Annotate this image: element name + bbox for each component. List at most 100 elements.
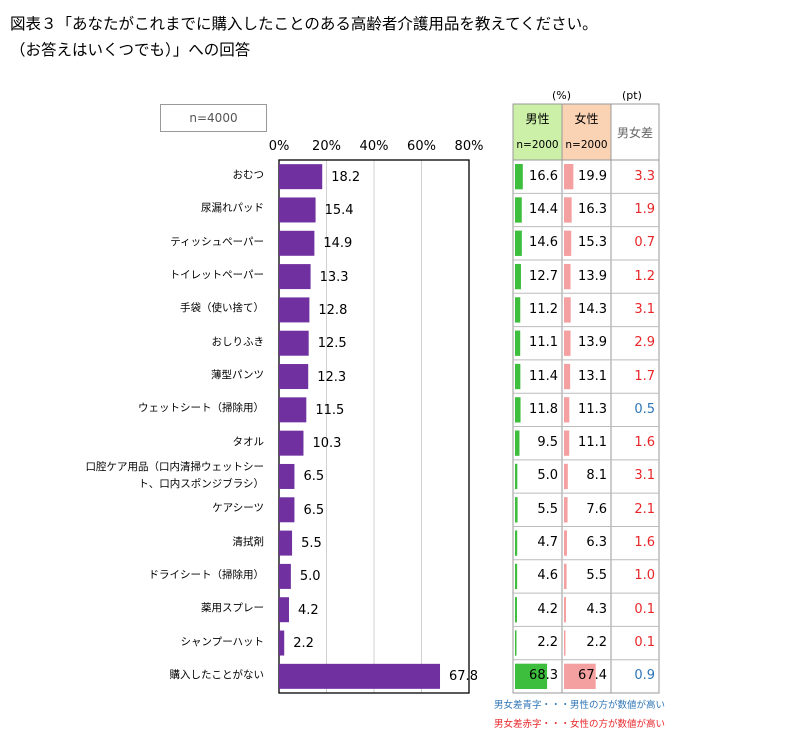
female-value: 2.2 xyxy=(586,635,607,651)
diff-value: 0.5 xyxy=(634,401,655,417)
male-mini-bar xyxy=(515,230,522,256)
female-n-label: n=2000 xyxy=(565,139,608,151)
diff-value: 1.0 xyxy=(634,568,655,584)
plot-frame xyxy=(278,159,470,694)
value-label: 18.2 xyxy=(331,169,361,185)
category-label: ドライシート（掃除用） xyxy=(148,568,265,581)
bar xyxy=(279,597,289,623)
male-value: 2.2 xyxy=(537,635,558,651)
diff-value: 0.1 xyxy=(634,601,655,617)
male-value: 14.4 xyxy=(529,201,558,217)
male-mini-bar xyxy=(515,397,521,423)
value-label: 6.5 xyxy=(303,502,325,518)
value-label: 15.4 xyxy=(324,202,354,218)
male-mini-bar xyxy=(515,164,523,190)
female-mini-bar xyxy=(564,397,570,423)
bar xyxy=(279,663,441,689)
male-value: 12.7 xyxy=(529,268,558,284)
chart-title-line2: （お答えはいくつでも）」への回答 xyxy=(10,41,251,59)
category-label: ケアシーツ xyxy=(212,502,264,515)
category-label: 薬用スプレー xyxy=(201,602,264,615)
value-label: 6.5 xyxy=(303,469,325,485)
female-value: 15.3 xyxy=(578,235,607,251)
male-mini-bar xyxy=(515,630,517,656)
female-value: 14.3 xyxy=(578,301,607,317)
male-value: 4.6 xyxy=(537,568,558,584)
diff-value: 3.3 xyxy=(634,168,655,184)
female-value: 67.4 xyxy=(578,668,607,684)
value-label: 11.5 xyxy=(315,402,345,418)
red-diff-note: 男女差赤字・・・女性の方が数値が高い xyxy=(494,719,666,730)
value-label: 2.2 xyxy=(293,636,314,652)
male-value: 5.0 xyxy=(537,468,558,484)
female-mini-bar xyxy=(564,630,566,656)
x-tick-label: 60% xyxy=(407,139,436,154)
value-label: 12.8 xyxy=(318,302,348,318)
male-value: 68.3 xyxy=(529,668,558,684)
diff-value: 3.1 xyxy=(634,468,655,484)
female-mini-bar xyxy=(564,663,596,689)
table-frame xyxy=(512,103,660,694)
x-tick-label: 0% xyxy=(268,139,290,154)
female-value: 6.3 xyxy=(586,535,607,551)
category-label: 清拭剤 xyxy=(232,535,265,548)
female-value: 11.1 xyxy=(578,435,607,451)
category-label: 手袋（使い捨て） xyxy=(180,302,264,315)
value-label: 67.8 xyxy=(449,669,478,685)
diff-value: 1.6 xyxy=(634,435,655,451)
female-mini-bar xyxy=(564,297,571,323)
female-mini-bar xyxy=(564,597,567,623)
bar xyxy=(279,497,295,523)
diff-value: 0.9 xyxy=(634,668,655,684)
male-n-label: n=2000 xyxy=(516,139,559,151)
bar xyxy=(279,530,293,556)
diff-value: 0.7 xyxy=(634,235,655,251)
female-mini-bar xyxy=(564,197,572,223)
bar xyxy=(279,164,323,190)
category-label: タオル xyxy=(232,435,265,448)
category-label: おしりふき xyxy=(211,335,265,348)
diff-value: 1.2 xyxy=(634,268,655,284)
female-value: 7.6 xyxy=(586,501,607,517)
blue-diff-note: 男女差青字・・・男性の方が数値が高い xyxy=(494,700,666,711)
male-value: 9.5 xyxy=(537,435,558,451)
male-value: 11.4 xyxy=(529,368,558,384)
female-value: 13.9 xyxy=(578,335,607,351)
value-label: 12.3 xyxy=(317,369,347,385)
category-label: 購入したことがない xyxy=(169,668,265,681)
bar xyxy=(279,297,310,323)
male-value: 16.6 xyxy=(529,168,558,184)
category-label: おむつ xyxy=(232,169,265,182)
male-value: 4.7 xyxy=(537,535,558,551)
female-value: 16.3 xyxy=(578,201,607,217)
male-value: 14.6 xyxy=(529,235,558,251)
bar xyxy=(279,463,295,489)
bar xyxy=(279,563,291,589)
male-mini-bar xyxy=(515,297,521,323)
female-mini-bar xyxy=(564,530,567,556)
female-mini-bar xyxy=(564,363,571,390)
bar xyxy=(279,197,316,223)
female-value: 4.3 xyxy=(586,601,607,617)
diff-value: 2.1 xyxy=(634,501,655,517)
category-label: トイレットペーパー xyxy=(169,269,264,282)
female-mini-bar xyxy=(564,497,568,523)
male-mini-bar xyxy=(515,363,521,390)
diff-header: 男女差 xyxy=(616,126,653,140)
male-mini-bar xyxy=(515,563,518,590)
percent-unit-label: (%) xyxy=(552,89,572,102)
male-header: 男性 xyxy=(525,112,550,126)
female-mini-bar xyxy=(564,230,572,256)
female-mini-bar xyxy=(564,563,567,590)
female-mini-bar xyxy=(564,463,568,490)
category-label: 尿漏れパッド xyxy=(201,202,264,215)
male-mini-bar xyxy=(515,663,548,689)
bar xyxy=(279,364,309,390)
male-mini-bar xyxy=(515,463,518,490)
bar xyxy=(279,630,285,656)
diff-value: 2.9 xyxy=(634,335,655,351)
male-mini-bar xyxy=(515,197,522,223)
category-label: ティッシュペーパー xyxy=(170,235,264,248)
x-tick-label: 20% xyxy=(312,139,341,154)
